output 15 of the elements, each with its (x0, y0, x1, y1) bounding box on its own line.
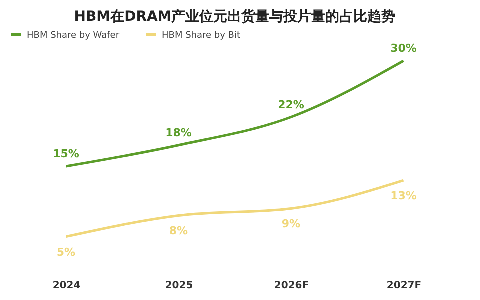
x-tick-label: 2024 (52, 280, 81, 292)
data-label: 22% (278, 98, 304, 112)
data-label: 18% (166, 126, 192, 140)
legend-label: HBM Share by Bit (162, 30, 241, 41)
legend-label: HBM Share by Wafer (27, 30, 120, 41)
x-tick-label: 2027F (386, 280, 422, 292)
data-label: 8% (169, 224, 188, 238)
chart-title: HBM在DRAM产业位元出货量与投片量的占比趋势 (74, 8, 396, 25)
data-label: 9% (282, 218, 301, 231)
data-label: 30% (390, 42, 417, 55)
data-label: 13% (390, 190, 417, 203)
x-tick-label: 2026F (274, 280, 310, 292)
data-label: 5% (56, 246, 76, 259)
x-tick-label: 2025 (165, 280, 194, 292)
data-label: 15% (53, 148, 80, 160)
